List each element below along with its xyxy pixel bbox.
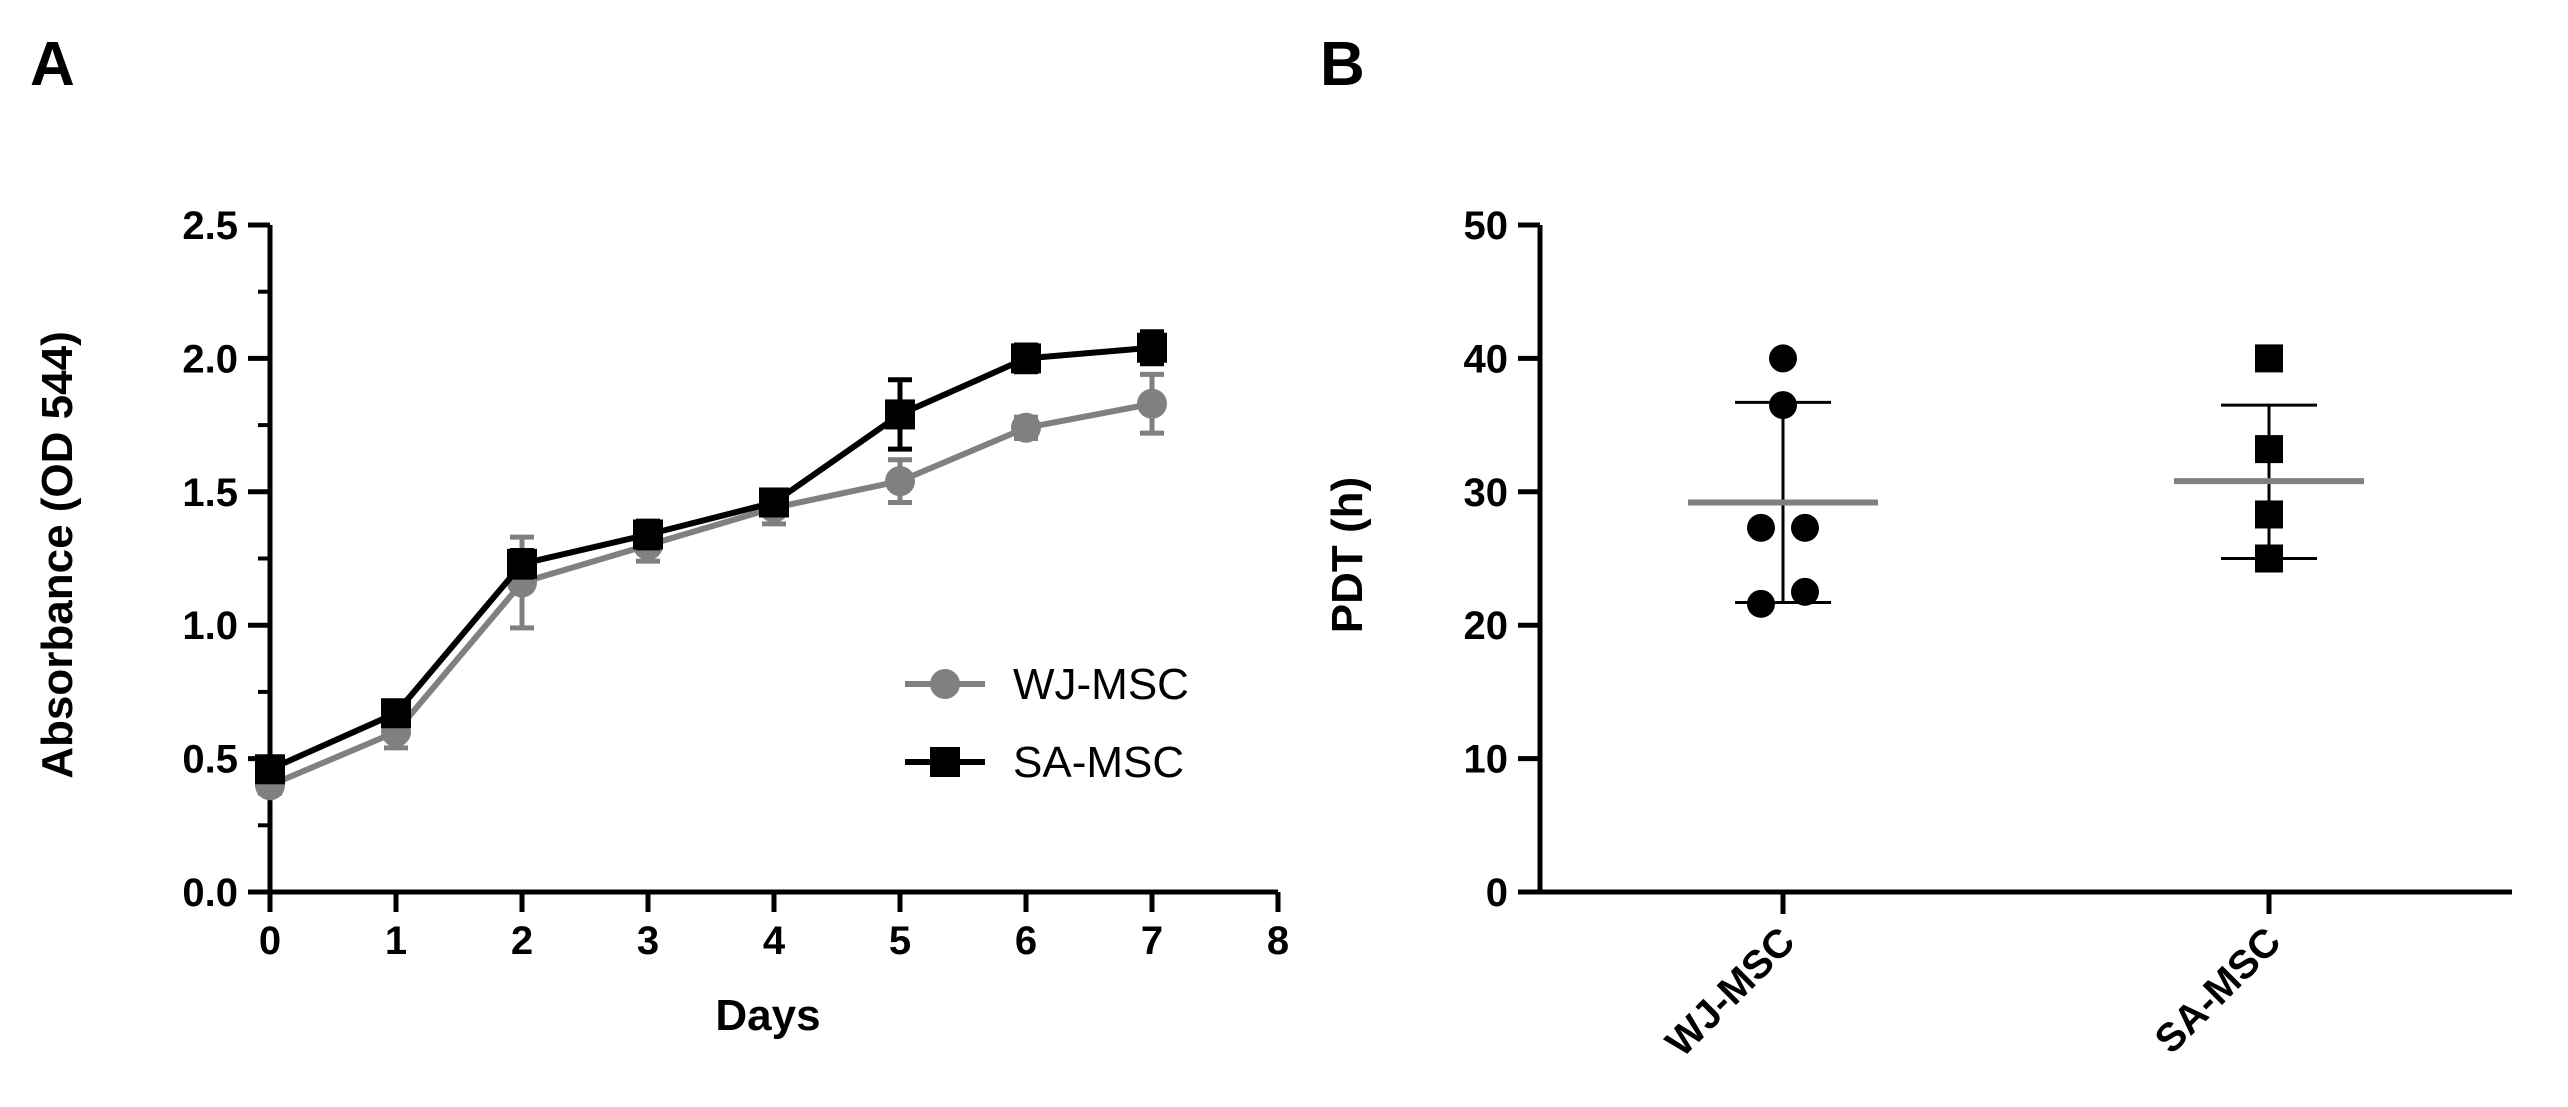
panel-b-y-tick-label: 50 bbox=[1464, 204, 1509, 248]
data-point-wj-msc bbox=[1137, 388, 1167, 419]
data-point-sa-msc bbox=[1137, 332, 1167, 363]
panel-a-x-tick-label: 0 bbox=[259, 919, 281, 963]
panel-label-b: B bbox=[1320, 30, 1365, 99]
data-point-sa-msc bbox=[633, 519, 663, 550]
legend-label-wj-msc: WJ-MSC bbox=[1013, 660, 1189, 709]
panel-a-y-ticks: 0.0 0.5 1.0 1.5 2.0 2.5 bbox=[182, 204, 270, 915]
data-point-sa-msc bbox=[381, 698, 411, 729]
data-point-sa-msc bbox=[2255, 544, 2283, 573]
panel-a-x-ticks: 0 1 2 3 4 5 6 7 8 bbox=[259, 892, 1289, 963]
data-point-sa-msc bbox=[885, 399, 915, 430]
series-line-sa-msc bbox=[268, 344, 1153, 773]
panel-a-x-tick-label: 7 bbox=[1141, 919, 1163, 963]
panel-b-series bbox=[1688, 344, 2364, 618]
panel-a-x-tick-label: 6 bbox=[1015, 919, 1037, 963]
series-line-wj-msc bbox=[268, 400, 1153, 789]
panel-a-series bbox=[255, 329, 1167, 801]
panel-b-y-tick-label: 10 bbox=[1464, 738, 1509, 782]
panel-a-y-tick-label: 1.5 bbox=[182, 471, 238, 515]
panel-a-axes bbox=[267, 225, 1278, 895]
data-point-wj-msc bbox=[1011, 412, 1041, 443]
panel-a-y-tick-label: 0.5 bbox=[182, 738, 238, 782]
legend-marker-sa-msc bbox=[930, 747, 960, 777]
panel-b-y-axis-title: PDT (h) bbox=[1323, 477, 1372, 633]
panel-a-y-tick-label: 2.0 bbox=[182, 337, 238, 381]
panel-a-x-tick-label: 2 bbox=[511, 919, 533, 963]
series-sa-msc bbox=[255, 329, 1167, 785]
data-point-sa-msc bbox=[255, 754, 285, 785]
data-point-wj-msc bbox=[1747, 589, 1775, 618]
data-point-sa-msc bbox=[2255, 344, 2283, 373]
data-point-wj-msc bbox=[1791, 513, 1819, 542]
panel-a-y-tick-label: 0.0 bbox=[182, 871, 238, 915]
data-point-sa-msc bbox=[2255, 500, 2283, 529]
data-point-wj-msc bbox=[1791, 577, 1819, 606]
panel-a-legend: WJ-MSC SA-MSC bbox=[905, 660, 1189, 787]
series-wj-msc bbox=[1688, 344, 1878, 618]
data-point-sa-msc bbox=[507, 548, 537, 579]
data-point-sa-msc bbox=[2255, 435, 2283, 464]
panel-b-axes bbox=[1537, 225, 2512, 895]
legend-marker-wj-msc bbox=[930, 669, 960, 699]
data-point-wj-msc bbox=[1747, 513, 1775, 542]
data-point-wj-msc bbox=[885, 466, 915, 497]
panel-b-y-tick-label: 20 bbox=[1464, 604, 1509, 648]
series-sa-msc bbox=[2174, 344, 2364, 573]
series-wj-msc bbox=[255, 371, 1167, 801]
panel-b-x-tick-label: WJ-MSC bbox=[1658, 919, 1804, 1065]
panel-a-x-axis-title: Days bbox=[715, 991, 820, 1040]
panel-b-y-tick-label: 30 bbox=[1464, 471, 1509, 515]
data-point-wj-msc bbox=[1769, 344, 1797, 373]
data-point-wj-msc bbox=[1769, 391, 1797, 420]
panel-a-y-tick-label: 2.5 bbox=[182, 204, 238, 248]
panel-b-x-ticks: WJ-MSC SA-MSC bbox=[1658, 892, 2290, 1065]
panel-a-y-axis-title: Absorbance (OD 544) bbox=[33, 331, 82, 778]
panel-a-x-tick-label: 4 bbox=[763, 919, 786, 963]
panel-a-x-tick-label: 8 bbox=[1267, 919, 1289, 963]
data-point-sa-msc bbox=[759, 487, 789, 518]
panel-label-a: A bbox=[30, 30, 75, 99]
panel-b-x-tick-label: SA-MSC bbox=[2147, 919, 2290, 1062]
panel-b-y-tick-label: 0 bbox=[1486, 871, 1508, 915]
panel-a-y-tick-label: 1.0 bbox=[182, 604, 238, 648]
panel-a-growth-curve: 0.0 0.5 1.0 1.5 2.0 2.5 0 1 2 3 4 5 6 7 8 Days Absorb… bbox=[33, 204, 1289, 1040]
panel-a-x-tick-label: 5 bbox=[889, 919, 911, 963]
panel-b-pdt-scatter: 0 10 20 30 40 50 WJ-MSC SA-MSC PDT (h) bbox=[1323, 204, 2512, 1065]
panel-b-y-ticks: 0 10 20 30 40 50 bbox=[1464, 204, 1540, 915]
legend-label-sa-msc: SA-MSC bbox=[1013, 738, 1184, 787]
panel-a-x-tick-label: 1 bbox=[385, 919, 407, 963]
data-point-sa-msc bbox=[1011, 343, 1041, 374]
panel-a-x-tick-label: 3 bbox=[637, 919, 659, 963]
panel-b-y-tick-label: 40 bbox=[1464, 337, 1509, 381]
